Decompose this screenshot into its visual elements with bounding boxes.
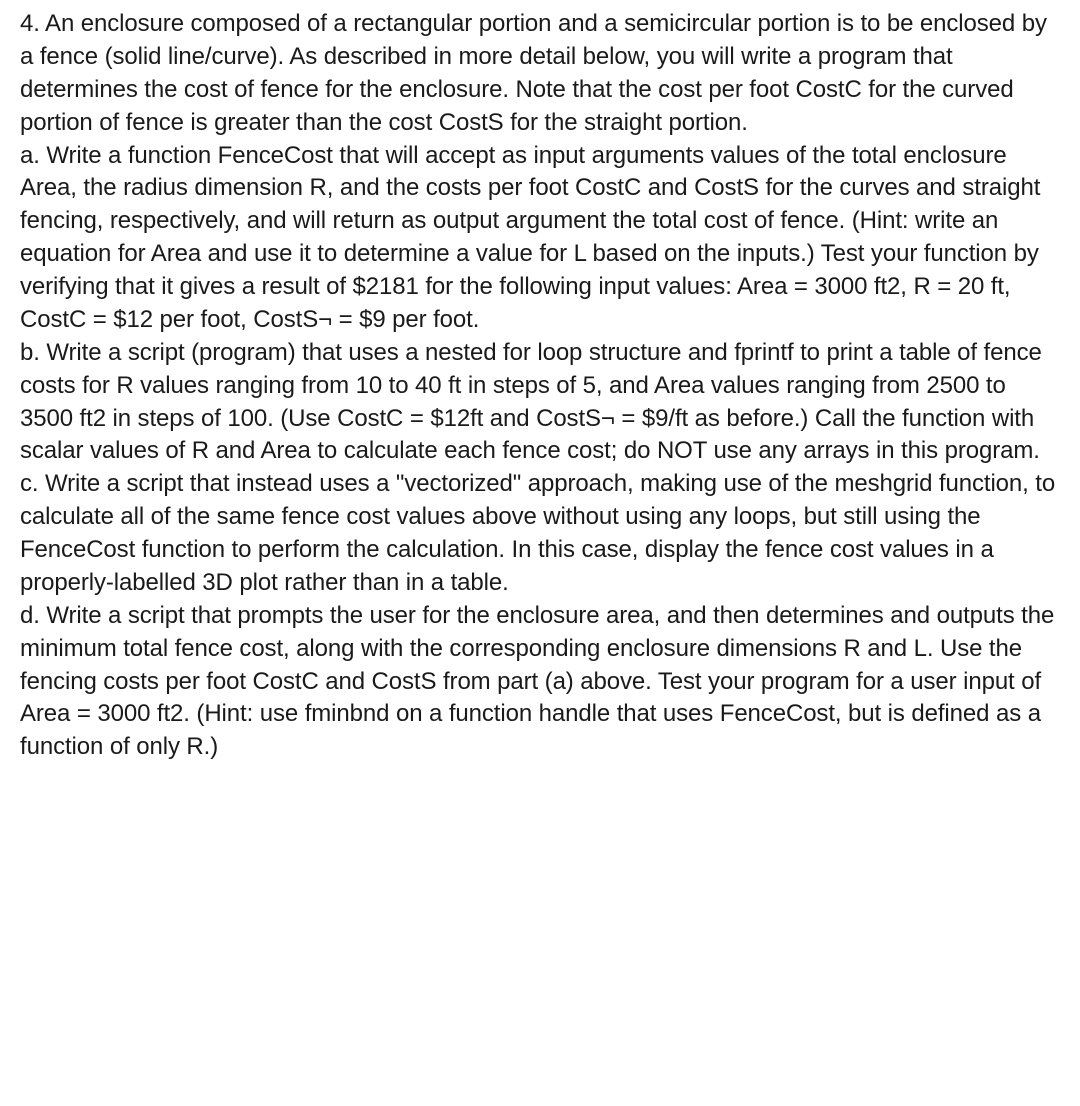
problem-intro: 4. An enclosure composed of a rectangula… — [20, 8, 1060, 140]
problem-part-b: b. Write a script (program) that uses a … — [20, 337, 1060, 469]
problem-part-c: c. Write a script that instead uses a "v… — [20, 468, 1060, 600]
problem-document: 4. An enclosure composed of a rectangula… — [0, 0, 1080, 1106]
problem-part-d: d. Write a script that prompts the user … — [20, 600, 1060, 764]
problem-part-a: a. Write a function FenceCost that will … — [20, 140, 1060, 337]
